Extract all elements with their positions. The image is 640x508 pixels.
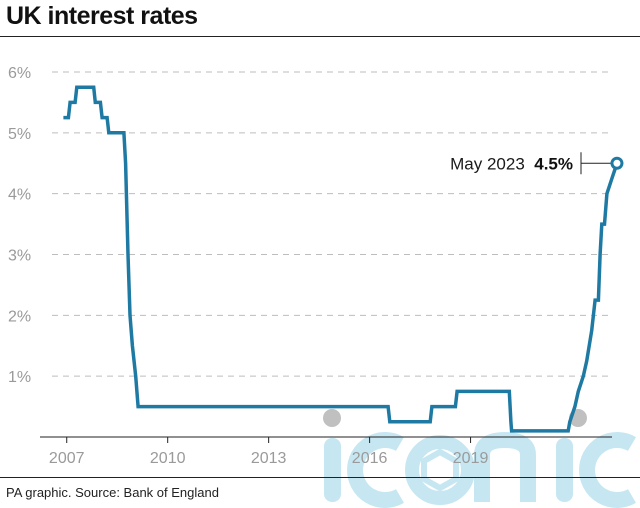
source-note: PA graphic. Source: Bank of England [6,485,219,500]
annotation-value: 4.5% [534,154,573,173]
chart-title: UK interest rates [6,2,198,30]
footer-divider [0,477,640,478]
y-tick-label: 5% [8,126,31,143]
x-axis-ticks: 2007 2010 2013 2016 2019 [49,437,489,467]
watermark-letter-i2 [556,438,573,502]
watermark-letter-n [474,431,536,502]
y-axis-ticks: 1% 2% 3% 4% 5% 6% [8,65,31,386]
x-tick-label: 2019 [453,450,489,467]
y-tick-label: 1% [8,369,31,386]
y-tick-label: 3% [8,248,31,265]
annotation-date: May 2023 [450,154,525,173]
watermark-letter-c2 [579,432,636,508]
y-tick-label: 4% [8,187,31,204]
series-line-bank-rate [63,85,619,433]
watermark-letter-c1 [347,432,404,508]
x-tick-label: 2010 [150,450,186,467]
x-tick-label: 2007 [49,450,85,467]
x-tick-label: 2016 [352,450,388,467]
iconic-watermark [323,409,636,508]
x-tick-label: 2013 [251,450,287,467]
watermark-letter-i1 [324,438,341,502]
annotation-point [610,156,624,170]
gridlines [52,71,612,377]
y-tick-label: 6% [8,65,31,82]
watermark-letter-o [405,435,475,505]
watermark-dot-left [323,409,341,427]
annotation-text: May 2023 4.5% [450,154,573,173]
y-tick-label: 2% [8,308,31,325]
title-divider [0,36,640,37]
